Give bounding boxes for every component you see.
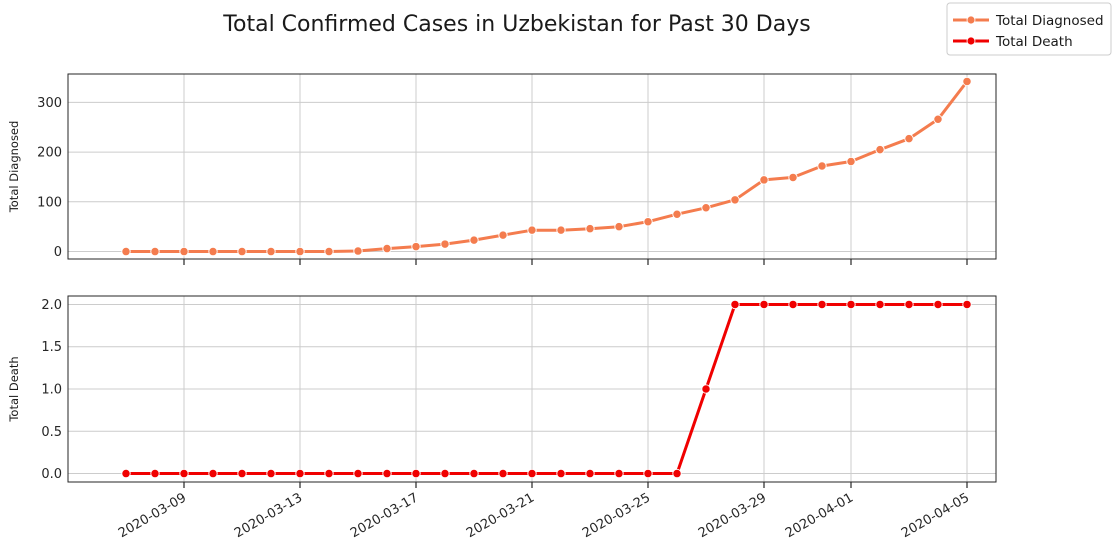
data-point (701, 384, 711, 394)
data-point (208, 468, 218, 479)
data-point (759, 299, 769, 310)
data-point (121, 246, 131, 257)
y-tick-label: 0.0 (41, 467, 62, 482)
data-point (759, 175, 769, 185)
data-point (469, 468, 479, 479)
data-point (614, 468, 624, 479)
data-point (962, 299, 972, 310)
data-point (817, 161, 827, 171)
data-point (266, 468, 276, 479)
data-point (208, 246, 218, 257)
data-point (179, 468, 189, 479)
y-tick-label: 0.5 (41, 425, 62, 440)
data-point (353, 468, 363, 479)
data-point (527, 225, 537, 235)
data-point (498, 468, 508, 479)
data-point (150, 246, 160, 257)
data-point (179, 246, 189, 257)
data-point (295, 246, 305, 257)
legend-label-death: Total Death (995, 34, 1073, 50)
data-point (237, 468, 247, 479)
legend: Total Diagnosed Total Death (946, 2, 1112, 56)
x-tick-label: 2020-03-21 (464, 490, 537, 541)
data-point (933, 299, 943, 310)
series-line (126, 303, 967, 475)
data-point (556, 225, 566, 235)
y-tick-label: 100 (37, 195, 62, 210)
panel-total-diagnosed: 0 100 200 300 Total Diagnosed (7, 73, 997, 265)
y-tick-label: 2.0 (41, 298, 62, 313)
data-point (962, 76, 972, 87)
data-point (904, 134, 914, 144)
legend-marker-death (966, 36, 976, 46)
data-point (788, 172, 798, 183)
y-axis-label: Total Death (7, 356, 21, 422)
data-point (440, 468, 450, 479)
data-point (643, 217, 653, 227)
y-tick-label: 200 (37, 146, 62, 161)
data-point (846, 156, 856, 167)
legend-label-diagnosed: Total Diagnosed (995, 13, 1104, 29)
data-point (353, 246, 363, 256)
data-point (295, 468, 305, 479)
panel-total-death: 0.0 0.5 1.0 1.5 2.0 Total Death (7, 295, 997, 488)
chart-title: Total Confirmed Cases in Uzbekistan for … (222, 12, 810, 37)
data-point (266, 246, 276, 257)
data-point (121, 468, 131, 479)
data-point (730, 195, 740, 205)
legend-item-death: Total Death (953, 34, 1073, 50)
data-point (672, 468, 682, 479)
data-point (382, 243, 392, 254)
x-tick-label: 2020-03-25 (580, 490, 653, 541)
data-point (614, 222, 624, 232)
data-point (237, 246, 247, 257)
y-tick-label: 0 (54, 245, 62, 260)
data-point (411, 241, 421, 252)
data-point (933, 114, 943, 124)
data-point (701, 203, 711, 213)
data-point (846, 299, 856, 310)
series-line (126, 80, 969, 253)
y-tick-label: 1.5 (41, 340, 62, 355)
data-point (875, 144, 885, 155)
data-point (556, 468, 566, 479)
data-point (585, 224, 595, 234)
x-tick-label: 2020-03-29 (696, 490, 769, 541)
legend-marker-diagnosed (966, 15, 976, 25)
x-axis: 2020-03-09 2020-03-13 2020-03-17 2020-03-21… (116, 490, 972, 541)
data-point (730, 299, 740, 310)
data-point (904, 299, 914, 310)
y-axis-label: Total Diagnosed (7, 121, 21, 214)
data-point (150, 468, 160, 479)
y-tick-label: 300 (37, 96, 62, 111)
x-tick-label: 2020-04-01 (783, 490, 856, 541)
data-point (817, 299, 827, 310)
x-tick-label: 2020-03-13 (232, 490, 305, 541)
data-point (788, 299, 798, 310)
legend-item-diagnosed: Total Diagnosed (953, 13, 1104, 29)
x-tick-label: 2020-04-05 (899, 490, 972, 541)
data-point (527, 468, 537, 479)
data-point (382, 468, 392, 479)
data-point (324, 468, 334, 479)
data-point (469, 235, 479, 245)
data-point (585, 468, 595, 479)
data-point (440, 239, 450, 249)
data-point (324, 246, 334, 257)
x-tick-label: 2020-03-17 (348, 490, 421, 541)
data-point (643, 468, 653, 479)
data-point (411, 468, 421, 479)
x-tick-label: 2020-03-09 (116, 490, 189, 541)
data-point (672, 209, 682, 219)
data-point (498, 230, 508, 240)
data-point (875, 299, 885, 310)
y-tick-label: 1.0 (41, 383, 62, 398)
